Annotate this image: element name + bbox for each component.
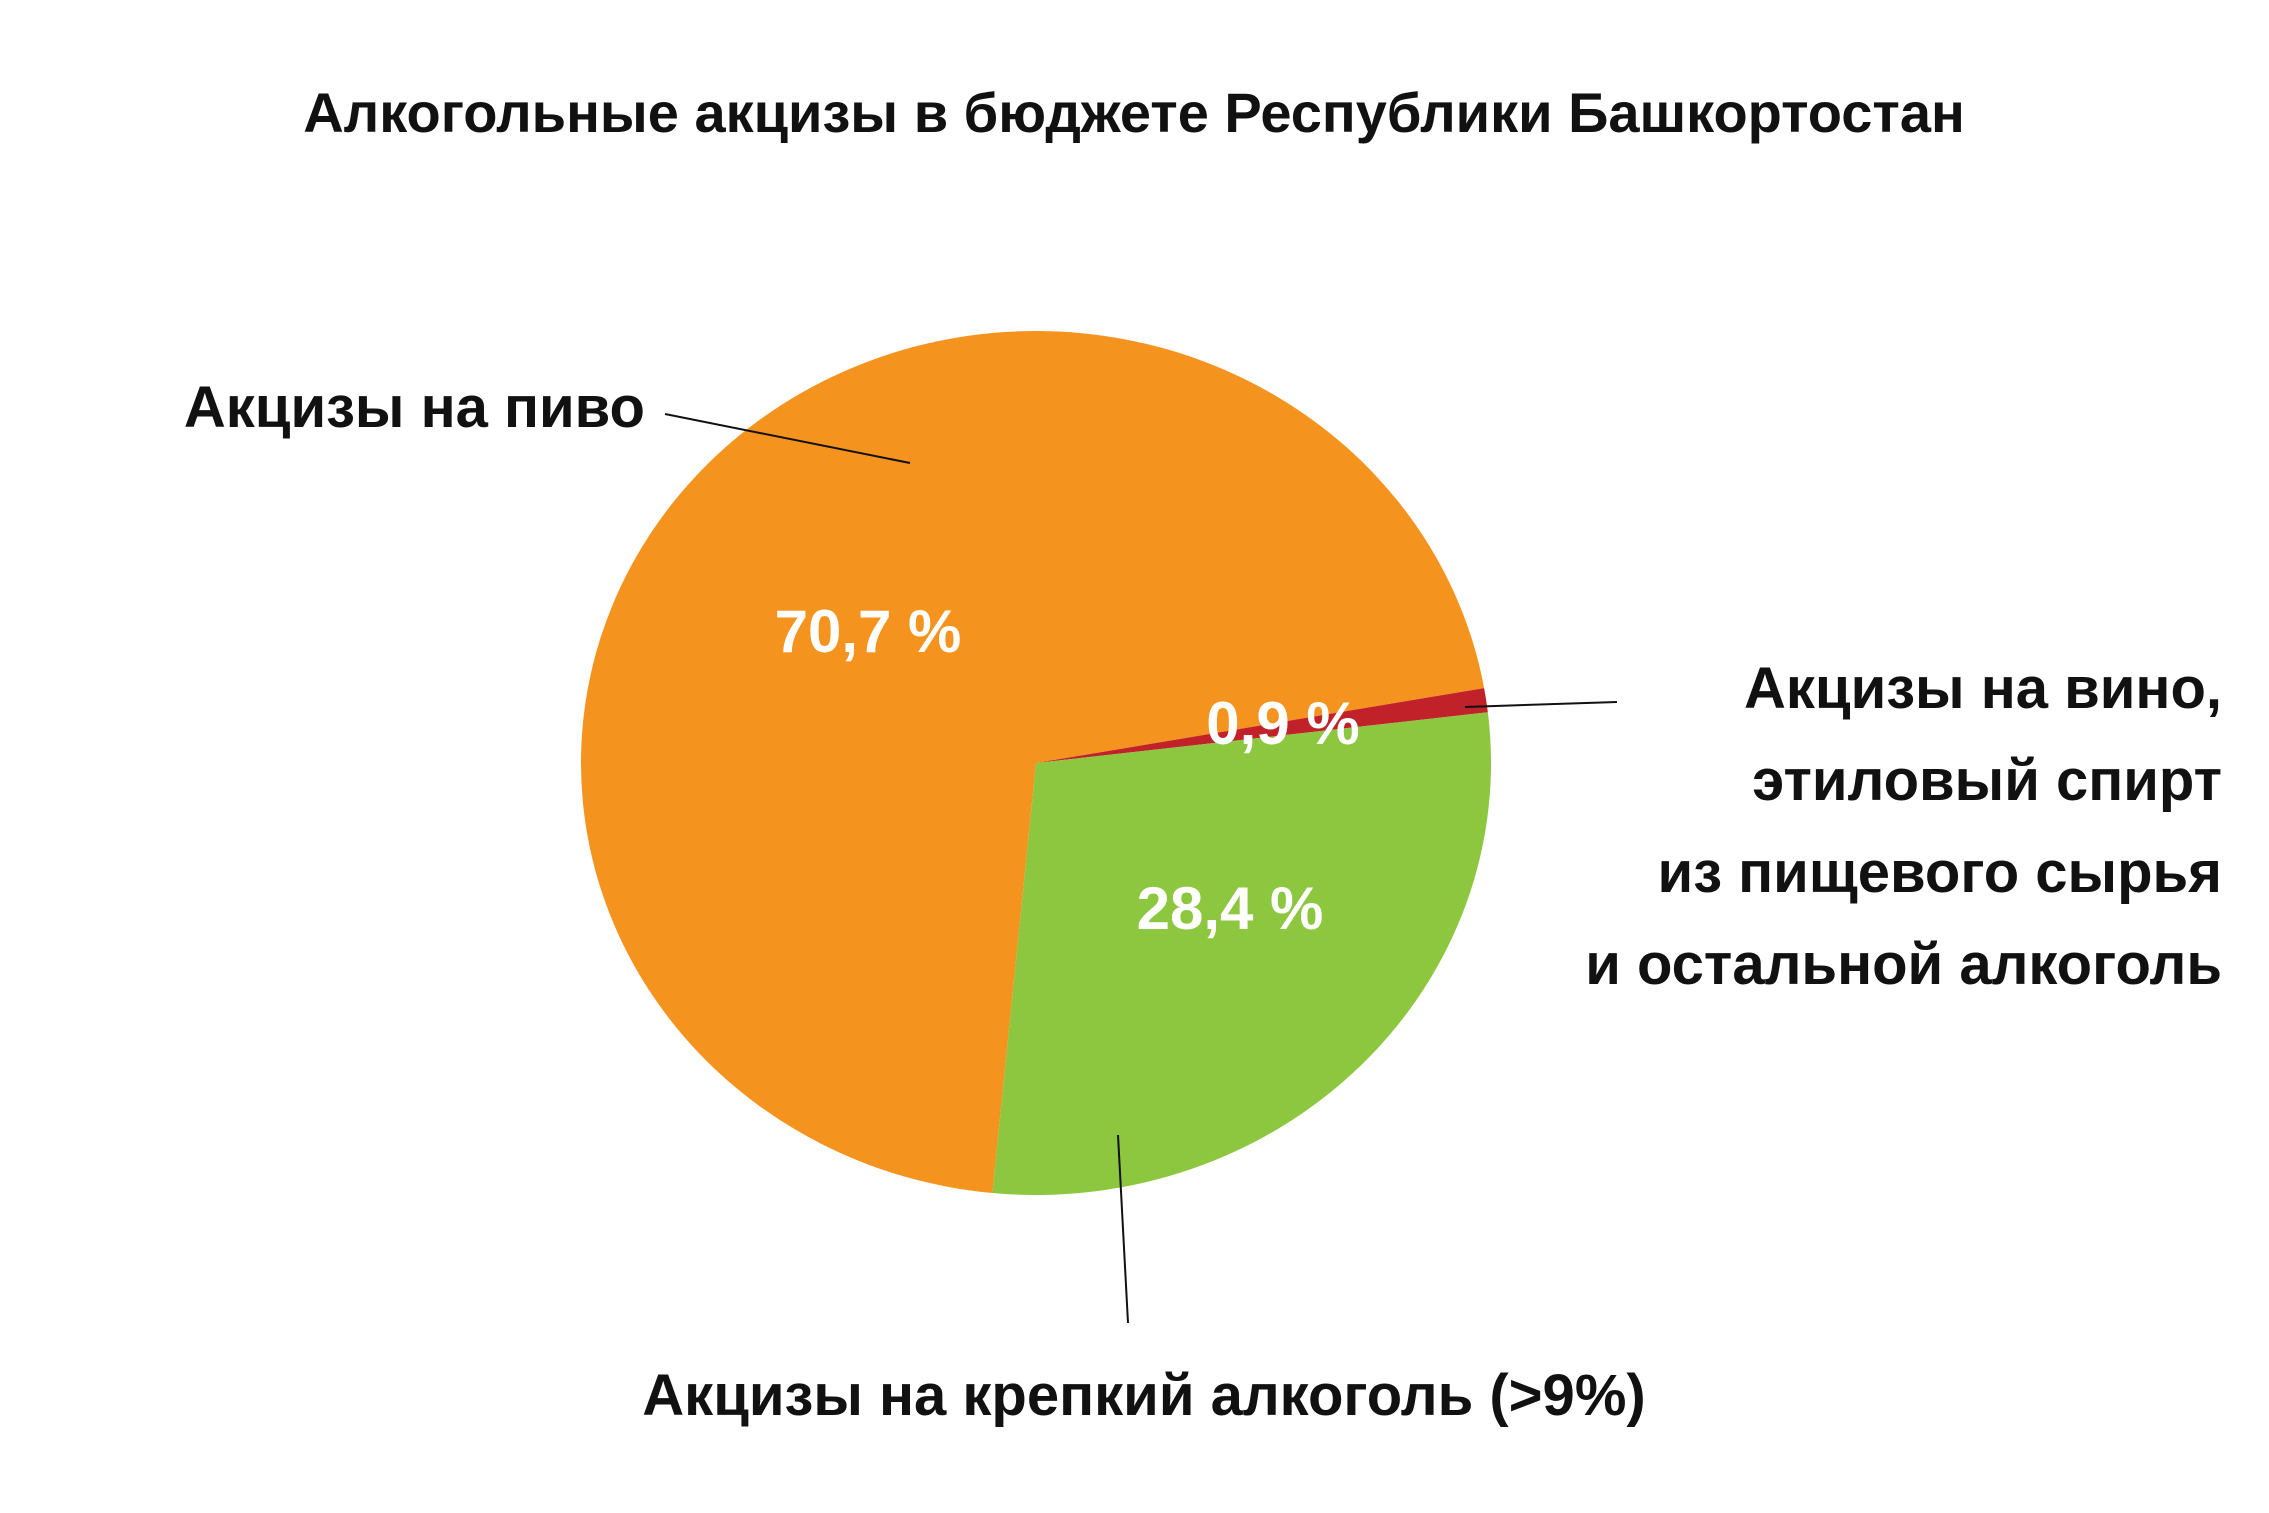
slice-category-label: Акцизы на пиво [184,375,645,440]
slice-category-label-line: из пищевого сырья [1658,840,2222,905]
pie-slice [581,330,1485,1194]
value-labels: 70,7 % 0,9 % 28,4 % [775,598,1360,942]
pie-slices [581,330,1492,1195]
slice-category-label-line: Акцизы на крепкий алкоголь (>9%) [642,1363,1645,1428]
category-labels: Акцизы на пиво Акцизы на вино, этиловый сп… [184,375,2222,1428]
slice-category-label: Акцизы на вино, этиловый спирт из пищевого… [1585,656,2222,997]
pie-slice [1036,688,1488,763]
leader-lines [664,413,1618,1324]
pie-slice [992,712,1492,1195]
slice-category-label-line: этиловый спирт [1752,748,2222,813]
chart-title: Алкогольные акцизы в бюджете Республики … [303,81,1965,144]
slice-category-label-line: Акцизы на пиво [184,375,645,440]
slice-category-label-line: Акцизы на вино, [1744,656,2222,721]
leader-line [664,413,911,464]
leader-line [1464,701,1618,708]
slice-category-label-line: и остальной алкоголь [1585,932,2222,997]
slice-category-label: Акцизы на крепкий алкоголь (>9%) [642,1363,1645,1428]
slice-value-label: 28,4 % [1137,875,1324,942]
slice-value-label: 0,9 % [1206,690,1359,757]
slice-value-label: 70,7 % [775,598,962,665]
leader-line [1117,1134,1129,1324]
